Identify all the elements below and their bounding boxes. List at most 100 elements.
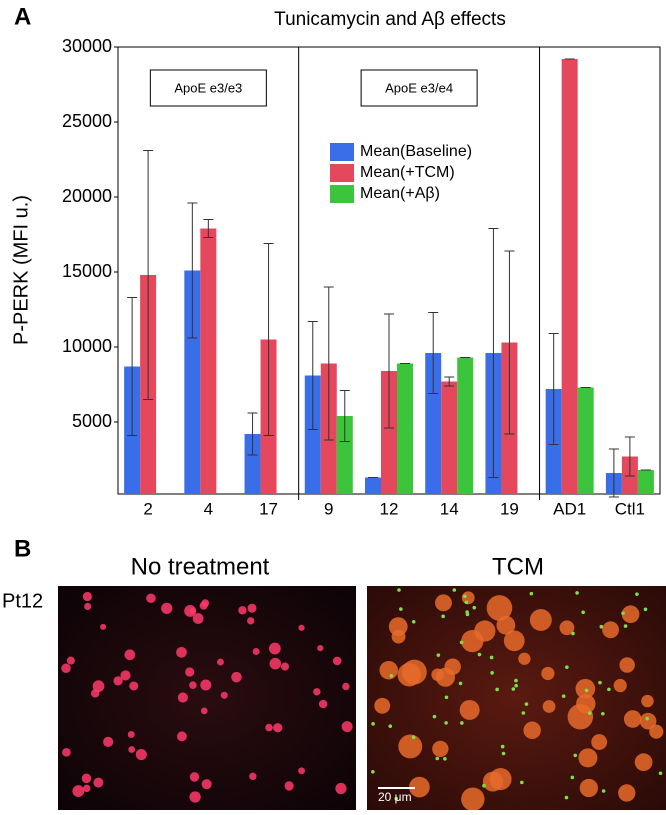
error-bar [339, 390, 350, 442]
cell [518, 652, 531, 665]
error-bar [428, 312, 439, 394]
cell [434, 594, 452, 612]
cell [431, 668, 444, 681]
error-bar [143, 150, 154, 400]
cell [409, 776, 430, 798]
y-tick-label: 5000 [72, 411, 112, 431]
error-bar [187, 202, 198, 339]
cell-marker [607, 687, 611, 692]
cell-marker [444, 695, 449, 700]
cell [268, 642, 281, 655]
y-axis-label: P-PERK (MFI u.) [10, 195, 32, 345]
cell [83, 784, 91, 793]
cell-marker [500, 744, 505, 749]
cell [192, 613, 204, 624]
cells [61, 588, 664, 811]
row-label: Pt12 [2, 590, 43, 612]
cell [649, 724, 664, 739]
error-bar [608, 448, 619, 498]
cell [176, 646, 187, 658]
cell-marker [571, 631, 575, 636]
cell [120, 670, 131, 681]
cell-marker [465, 610, 469, 614]
panel-label: B [14, 535, 31, 562]
cell [391, 629, 406, 644]
bar [457, 357, 474, 494]
error-bar [624, 436, 635, 477]
legend-label: Mean(+Aβ) [360, 185, 440, 202]
cell [486, 595, 513, 621]
cell [84, 602, 92, 611]
cell [542, 700, 556, 713]
cell [335, 782, 347, 795]
cell-marker [436, 653, 441, 657]
cell [161, 602, 173, 615]
cell [401, 659, 427, 685]
bar [637, 470, 654, 494]
cell-marker [452, 588, 457, 592]
cell [444, 658, 461, 676]
scale-bar-label: 20 μm [378, 790, 412, 804]
cell [613, 678, 627, 693]
cell [249, 772, 257, 781]
cell [579, 778, 599, 798]
cell [82, 591, 93, 602]
group-box [149, 69, 267, 107]
cell [459, 699, 480, 720]
cell-marker [435, 756, 440, 761]
cell-marker [658, 771, 663, 776]
error-bar [504, 250, 515, 435]
y-tick-label: 20000 [62, 186, 112, 206]
cell [298, 624, 305, 631]
cell-marker [482, 783, 486, 788]
cell [298, 767, 306, 775]
group-box [360, 69, 478, 107]
group-label: ApoE e3/e3 [174, 80, 242, 95]
cell-marker [501, 751, 506, 756]
cell-marker [584, 688, 589, 693]
cell [332, 656, 342, 666]
cell-marker [394, 796, 399, 801]
error-bar [548, 333, 559, 445]
cell [618, 784, 636, 802]
x-tick-label: AD1 [553, 499, 586, 518]
cell-marker [511, 687, 516, 691]
y-tick-label: 30000 [62, 36, 112, 56]
cell-marker [520, 780, 524, 785]
cell-marker [601, 789, 606, 793]
cell-marker [521, 711, 526, 715]
cell [482, 771, 503, 792]
bar [244, 434, 261, 494]
y-tick-label: 10000 [62, 336, 112, 356]
cell-marker [397, 588, 401, 592]
bar [200, 228, 217, 494]
bar [365, 477, 381, 494]
cell-marker [601, 711, 605, 716]
cell-marker [598, 680, 602, 685]
error-bar [444, 376, 455, 387]
image-title: No treatment [131, 553, 270, 580]
cell [61, 663, 71, 674]
error-bar [384, 313, 394, 429]
bar [184, 270, 201, 494]
cell [62, 747, 71, 757]
cell-marker [524, 702, 529, 706]
cell [503, 630, 525, 652]
legend-swatch [330, 185, 354, 203]
cell-marker [477, 652, 482, 657]
cell-marker [564, 795, 569, 800]
cell [280, 662, 290, 671]
legend-label: Mean(Baseline) [360, 143, 472, 160]
error-bar [488, 228, 499, 478]
cell [639, 712, 657, 730]
panel-label: A [14, 3, 31, 30]
legend-label: Mean(+TCM) [360, 164, 455, 181]
cell [90, 689, 100, 698]
cell [176, 731, 187, 742]
cell [342, 682, 350, 691]
cell-marker [623, 624, 628, 628]
cell [575, 678, 596, 699]
cell-marker [371, 722, 375, 726]
cell [146, 593, 156, 604]
